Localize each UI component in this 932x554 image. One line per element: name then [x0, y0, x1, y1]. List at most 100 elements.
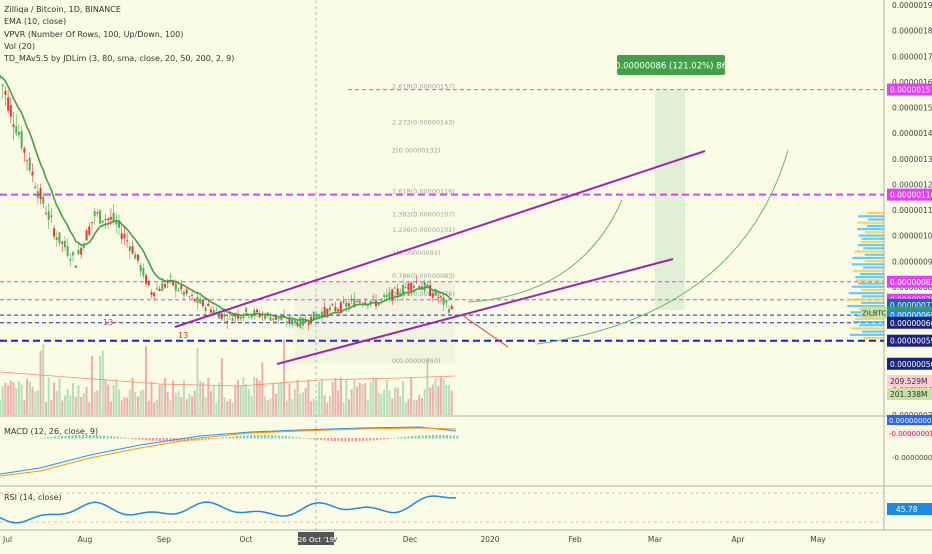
candle-body: [1, 84, 4, 87]
macd-bar: [264, 435, 266, 439]
volume-bar: [161, 383, 164, 415]
macd-bar: [418, 435, 420, 439]
volume-bar: [188, 393, 191, 415]
macd-bar: [152, 438, 154, 441]
vpvr-bar: [852, 256, 884, 260]
macd-bar: [257, 435, 259, 439]
macd-bar: [295, 437, 298, 439]
volume-bar: [115, 379, 118, 415]
volume-bar: [283, 339, 286, 415]
candle-body: [150, 292, 153, 295]
volume-bar: [215, 402, 218, 415]
volume-bar: [61, 400, 64, 415]
candle-body: [353, 298, 356, 308]
macd-bar: [47, 437, 49, 439]
candle-body: [380, 299, 383, 300]
candle-body: [109, 216, 112, 220]
projection-arrow-down: [461, 314, 509, 348]
candle-body: [347, 303, 350, 307]
macd-bar: [183, 438, 186, 442]
volume-bar: [50, 399, 53, 415]
macd-bar: [302, 437, 305, 439]
candle-body: [342, 300, 345, 303]
volume-bar: [123, 397, 126, 415]
candle-body: [53, 228, 56, 237]
candle-body: [115, 221, 118, 225]
volume-bar: [310, 401, 313, 415]
macd-bar: [344, 438, 347, 442]
volume-bar: [255, 378, 258, 415]
volume-bar: [347, 399, 350, 415]
volume-bar: [266, 400, 269, 415]
macd-bar: [246, 435, 249, 439]
candle-body: [301, 318, 304, 326]
candle-body: [99, 210, 102, 224]
macd-bar: [243, 435, 245, 439]
volume-bar: [361, 384, 364, 415]
volume-bar: [393, 387, 396, 415]
macd-bar: [320, 438, 322, 441]
candle-body: [47, 211, 50, 220]
volume-bar: [234, 384, 237, 415]
candle-body: [42, 196, 45, 204]
candle-body: [434, 289, 437, 296]
fib-label-4: 1.382(0.00000107): [392, 211, 455, 219]
candle-body: [393, 287, 396, 289]
candle-body: [296, 323, 299, 327]
macd-bar: [222, 437, 224, 439]
volume-bar: [131, 377, 134, 415]
macd-bar: [131, 438, 133, 439]
macd-bar: [148, 438, 151, 441]
macd-bar: [218, 437, 221, 439]
volume-bar: [293, 389, 296, 415]
volume-bar: [28, 381, 31, 415]
volume-bar: [420, 398, 423, 415]
candle-body: [410, 282, 413, 291]
candle-body: [123, 234, 126, 239]
macd-bar: [456, 435, 459, 439]
time-label-1: Aug: [78, 535, 93, 544]
channel-upper: [174, 150, 706, 328]
candle-body: [77, 249, 80, 255]
candle-body: [258, 314, 261, 317]
macd-bar: [292, 436, 294, 439]
legend-indicator-vol[interactable]: Vol (20): [4, 41, 35, 51]
candle-body: [17, 132, 20, 135]
candle-body: [420, 286, 423, 289]
volume-bar: [4, 382, 7, 415]
volume-bar: [391, 398, 394, 415]
volume-bar: [285, 400, 288, 415]
legend-indicator-td[interactable]: TD_MAv5.5 by JDLim (3, 80, sma, close, 2…: [4, 54, 235, 64]
candle-body: [412, 285, 415, 288]
volume-bar: [226, 401, 229, 415]
candle-body: [26, 160, 29, 162]
fib-label-7: 0.786(0.00000083): [392, 272, 455, 280]
volume-bar: [142, 389, 145, 415]
projection-arrow-2: [536, 149, 789, 345]
legend-indicator-vpvr[interactable]: VPVR (Number Of Rows, 100, Up/Down, 100): [4, 29, 184, 39]
volume-bar: [269, 398, 272, 415]
vpvr-bar: [858, 234, 884, 237]
candle-body: [104, 219, 107, 221]
macd-bar: [313, 438, 315, 440]
volume-bar: [258, 380, 261, 415]
candle-body: [153, 292, 156, 297]
volume-bar: [109, 401, 112, 415]
macd-bar: [99, 435, 102, 439]
time-label-9: Apr: [732, 535, 746, 544]
volume-bar: [337, 390, 340, 415]
legend-indicator-ema[interactable]: EMA (10, close): [4, 17, 67, 27]
vpvr-bar: [856, 221, 884, 224]
candle-body: [80, 248, 83, 255]
candle-body: [23, 148, 26, 153]
volume-bar: [366, 399, 369, 415]
volume-bar: [450, 390, 453, 415]
macd-label: MACD (12, 26, close, 9): [4, 427, 98, 436]
candle-body: [88, 226, 91, 235]
macd-bar: [239, 435, 242, 439]
candle-body: [334, 306, 337, 312]
